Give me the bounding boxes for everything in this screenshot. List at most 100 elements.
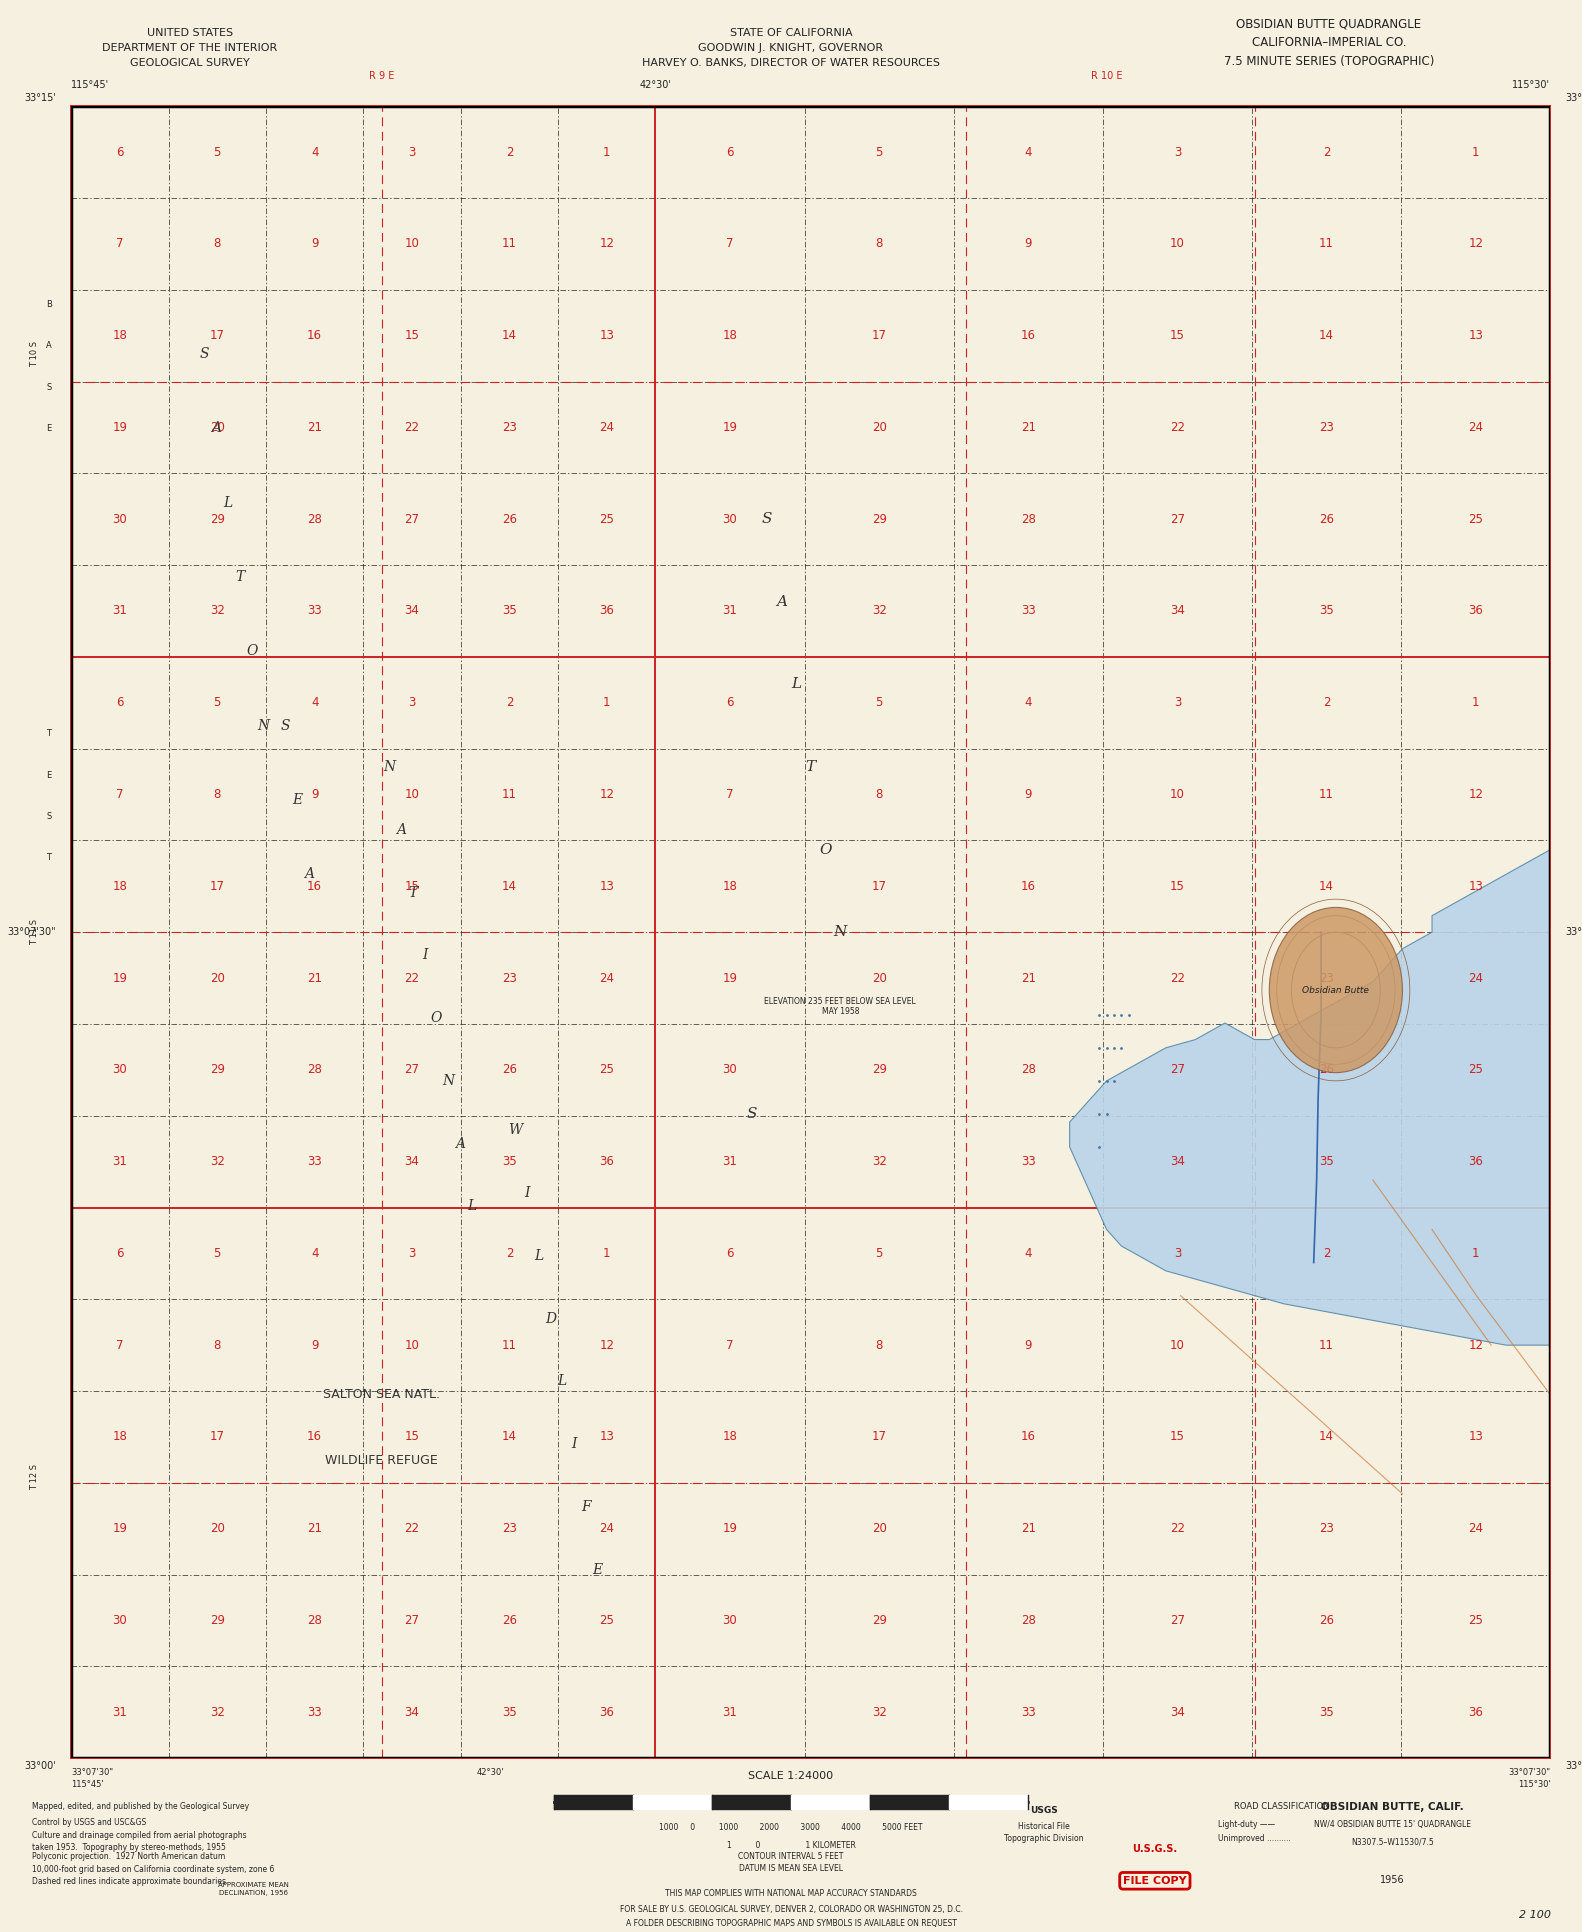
Text: 9: 9 [1025, 788, 1031, 802]
Text: 13: 13 [1468, 328, 1484, 342]
Text: FILE COPY: FILE COPY [1123, 1876, 1186, 1886]
Text: R 9 E: R 9 E [369, 71, 394, 81]
Text: 25: 25 [600, 512, 614, 526]
Text: 36: 36 [600, 1706, 614, 1719]
Text: CONTOUR INTERVAL 5 FEET
DATUM IS MEAN SEA LEVEL: CONTOUR INTERVAL 5 FEET DATUM IS MEAN SE… [739, 1853, 843, 1872]
Text: 14: 14 [501, 328, 517, 342]
Text: Control by USGS and USC&GS: Control by USGS and USC&GS [32, 1818, 146, 1828]
Text: 23: 23 [1319, 421, 1334, 435]
Text: 34: 34 [405, 1155, 419, 1169]
Text: 35: 35 [501, 1706, 517, 1719]
Text: 28: 28 [307, 512, 323, 526]
Text: U.S.G.S.: U.S.G.S. [1133, 1843, 1177, 1855]
Text: 28: 28 [307, 1613, 323, 1627]
Text: 32: 32 [210, 1155, 225, 1169]
Text: 31: 31 [723, 605, 737, 618]
Text: SALTON SEA NATL.: SALTON SEA NATL. [323, 1389, 440, 1401]
Text: 21: 21 [1020, 972, 1036, 985]
Text: 34: 34 [405, 1706, 419, 1719]
Text: L: L [467, 1200, 476, 1213]
Text: 36: 36 [600, 1155, 614, 1169]
Text: 27: 27 [1171, 1613, 1185, 1627]
Text: 25: 25 [1468, 1063, 1484, 1076]
Text: 22: 22 [1171, 1522, 1185, 1536]
Text: 4: 4 [312, 1246, 318, 1260]
Text: 11: 11 [1319, 788, 1334, 802]
Text: 6: 6 [115, 696, 123, 709]
Text: 6: 6 [726, 145, 734, 158]
Text: 7: 7 [115, 1339, 123, 1352]
Text: 14: 14 [501, 1430, 517, 1443]
Text: 30: 30 [723, 512, 737, 526]
Text: SCALE 1:24000: SCALE 1:24000 [748, 1770, 834, 1781]
Text: 13: 13 [1468, 1430, 1484, 1443]
Text: 26: 26 [1319, 1063, 1334, 1076]
Text: 11: 11 [1319, 238, 1334, 251]
Text: 28: 28 [1020, 512, 1036, 526]
Text: APPROXIMATE MEAN
DECLINATION, 1956: APPROXIMATE MEAN DECLINATION, 1956 [218, 1882, 288, 1895]
Text: 2: 2 [1323, 1246, 1330, 1260]
Text: A: A [304, 867, 315, 881]
Text: 17: 17 [872, 879, 886, 893]
Text: 4: 4 [312, 696, 318, 709]
Text: A FOLDER DESCRIBING TOPOGRAPHIC MAPS AND SYMBOLS IS AVAILABLE ON REQUEST: A FOLDER DESCRIBING TOPOGRAPHIC MAPS AND… [625, 1918, 957, 1928]
Text: 24: 24 [1468, 421, 1484, 435]
Text: 21: 21 [1020, 1522, 1036, 1536]
Text: 11: 11 [1319, 1339, 1334, 1352]
Text: 31: 31 [112, 1155, 127, 1169]
Text: O: O [819, 842, 832, 856]
Text: 20: 20 [210, 421, 225, 435]
Text: 21: 21 [1020, 421, 1036, 435]
Text: 22: 22 [405, 1522, 419, 1536]
Text: 26: 26 [501, 1063, 517, 1076]
Text: T: T [46, 730, 52, 738]
Text: 33: 33 [307, 605, 323, 618]
Text: 36: 36 [1468, 1155, 1484, 1169]
Text: 3: 3 [1174, 1246, 1182, 1260]
Text: 25: 25 [1468, 512, 1484, 526]
Text: 1: 1 [603, 696, 611, 709]
Text: 36: 36 [1468, 1706, 1484, 1719]
Text: 11: 11 [501, 1339, 517, 1352]
Text: 29: 29 [872, 1063, 886, 1076]
Text: 29: 29 [210, 1063, 225, 1076]
Text: S: S [761, 512, 772, 526]
Text: 15: 15 [1171, 879, 1185, 893]
Text: 17: 17 [210, 1430, 225, 1443]
Text: 6: 6 [115, 1246, 123, 1260]
Text: I: I [422, 949, 427, 962]
Text: L: L [791, 678, 800, 692]
Text: E: E [593, 1563, 603, 1577]
Text: 29: 29 [210, 1613, 225, 1627]
Text: THIS MAP COMPLIES WITH NATIONAL MAP ACCURACY STANDARDS: THIS MAP COMPLIES WITH NATIONAL MAP ACCU… [664, 1889, 918, 1899]
Text: A: A [456, 1136, 465, 1151]
Text: E: E [46, 771, 52, 781]
Text: 20: 20 [210, 972, 225, 985]
Text: 16: 16 [1020, 1430, 1036, 1443]
Text: T 10 S: T 10 S [30, 342, 38, 367]
Text: 11: 11 [501, 238, 517, 251]
Text: 31: 31 [112, 605, 127, 618]
Text: 33: 33 [1020, 605, 1036, 618]
Text: T 11 S: T 11 S [30, 920, 38, 945]
Text: 24: 24 [600, 1522, 614, 1536]
Text: 7: 7 [726, 788, 734, 802]
Text: 5: 5 [214, 1246, 221, 1260]
Text: 12: 12 [600, 238, 614, 251]
Text: ROAD CLASSIFICATION: ROAD CLASSIFICATION [1234, 1803, 1329, 1812]
Text: 13: 13 [1468, 879, 1484, 893]
Text: N: N [443, 1074, 454, 1088]
Text: 13: 13 [600, 1430, 614, 1443]
Text: Polyconic projection.  1927 North American datum
10,000-foot grid based on Calif: Polyconic projection. 1927 North America… [32, 1853, 274, 1886]
Text: 31: 31 [723, 1706, 737, 1719]
Text: 13: 13 [600, 328, 614, 342]
Text: 8: 8 [214, 1339, 221, 1352]
Text: 22: 22 [405, 972, 419, 985]
Text: 15: 15 [1171, 1430, 1185, 1443]
Text: 23: 23 [501, 1522, 517, 1536]
Text: E: E [293, 792, 302, 808]
Text: 4: 4 [1025, 145, 1031, 158]
Text: 1: 1 [603, 1246, 611, 1260]
Text: F: F [581, 1499, 590, 1515]
Text: 8: 8 [875, 238, 883, 251]
